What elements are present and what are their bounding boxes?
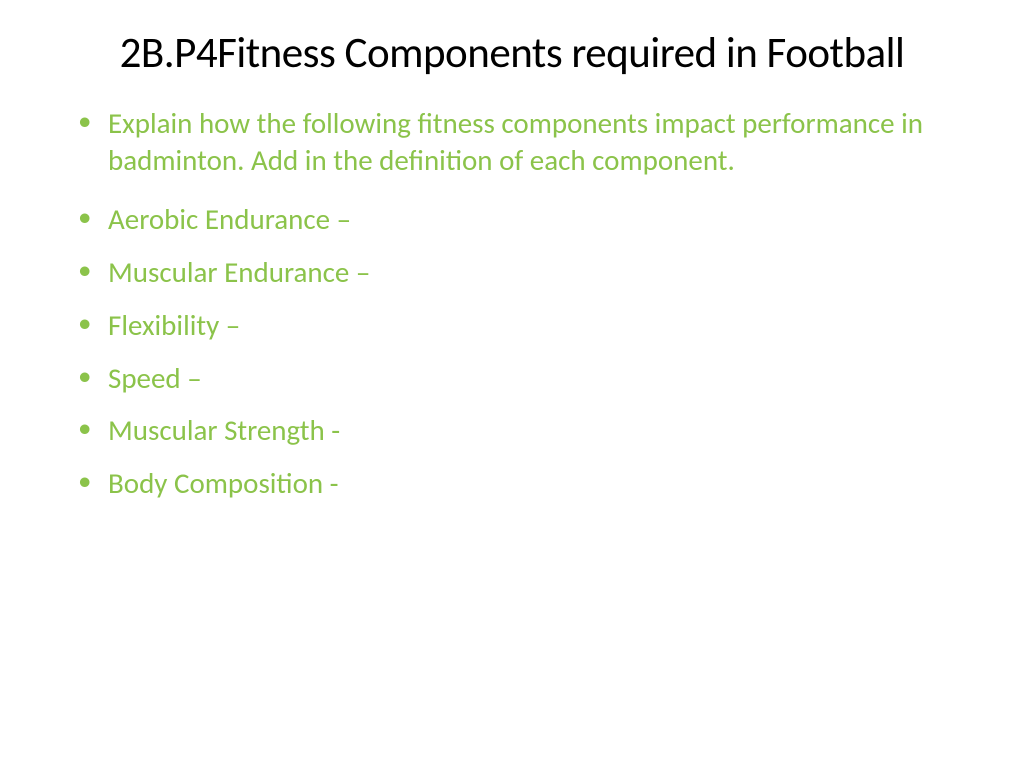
slide-title: 2B.P4Fitness Components required in Foot…: [60, 28, 964, 77]
bullet-item-body-composition: Body Composition -: [108, 465, 964, 502]
bullet-item-aerobic: Aerobic Endurance –: [108, 201, 964, 238]
bullet-item-intro: Explain how the following fitness compon…: [108, 105, 964, 179]
bullet-item-muscular-strength: Muscular Strength -: [108, 412, 964, 449]
bullet-item-flexibility: Flexibility –: [108, 307, 964, 344]
bullet-list: Explain how the following fitness compon…: [60, 105, 964, 502]
bullet-item-muscular-endurance: Muscular Endurance –: [108, 254, 964, 291]
slide-container: 2B.P4Fitness Components required in Foot…: [0, 0, 1024, 768]
bullet-item-speed: Speed –: [108, 360, 964, 397]
